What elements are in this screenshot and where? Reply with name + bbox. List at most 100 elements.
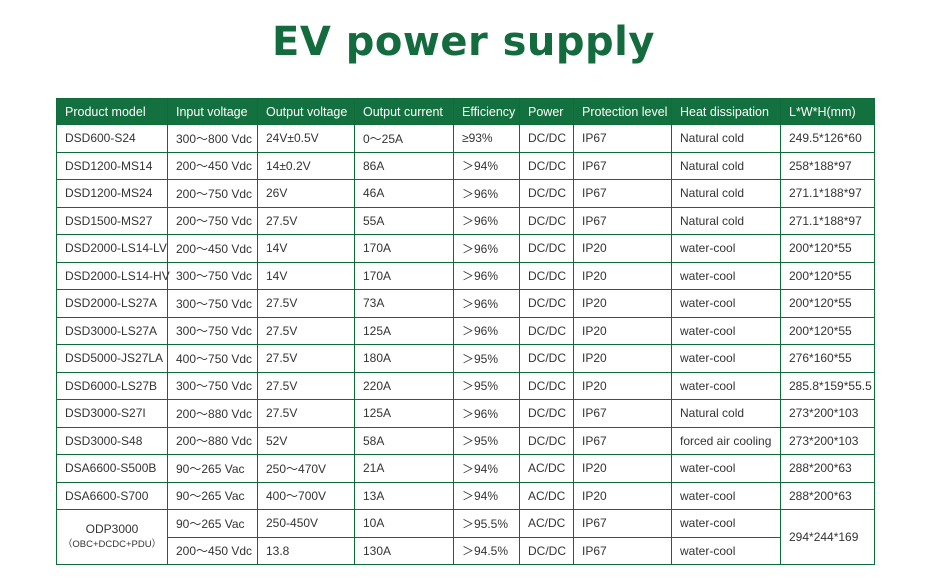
cell-heat-dissipation: Natural cold [671, 124, 781, 153]
cell-model: DSD1200-MS14 [56, 151, 168, 180]
cell-power: DC/DC [519, 536, 574, 565]
cell-output-current: 46A [354, 179, 454, 208]
cell-model: DSD2000-LS14-LV [56, 234, 168, 263]
cell-heat-dissipation: water-cool [671, 234, 781, 263]
cell-heat-dissipation: water-cool [671, 344, 781, 373]
cell-dimensions: 288*200*63 [780, 454, 875, 483]
cell-efficiency: ＞96% [453, 316, 520, 345]
cell-efficiency: ＞96% [453, 399, 520, 428]
cell-input-voltage: 200～880 Vdc [167, 426, 258, 455]
cell-power: DC/DC [519, 399, 574, 428]
cell-power: AC/DC [519, 454, 574, 483]
cell-protection-level: IP20 [573, 481, 672, 510]
cell-efficiency: ＞96% [453, 206, 520, 235]
cell-dimensions: 249.5*126*60 [780, 124, 875, 153]
table-row: DSD3000-S48 200～880 Vdc 52V 58A ＞95% DC/… [56, 426, 875, 455]
cell-protection-level: IP20 [573, 261, 672, 290]
table-row: DSD600-S24 300～800 Vdc 24V±0.5V 0～25A ≥9… [56, 124, 875, 153]
merged-model-subtitle: （OBC+DCDC+PDU） [62, 539, 162, 550]
cell-input-voltage: 90～265 Vac [167, 454, 258, 483]
cell-power: DC/DC [519, 124, 574, 153]
cell-efficiency: ＞94% [453, 151, 520, 180]
cell-output-voltage: 27.5V [257, 399, 355, 428]
cell-model: DSA6600-S500B [56, 454, 168, 483]
cell-efficiency: ＞94% [453, 454, 520, 483]
cell-model: DSD2000-LS27A [56, 289, 168, 318]
cell-output-current: 58A [354, 426, 454, 455]
cell-protection-level: IP20 [573, 344, 672, 373]
cell-power: DC/DC [519, 426, 574, 455]
cell-output-voltage: 27.5V [257, 371, 355, 400]
cell-input-voltage: 300～750 Vdc [167, 261, 258, 290]
table-row: DSD3000-LS27A 300～750 Vdc 27.5V 125A ＞96… [56, 316, 875, 345]
cell-output-voltage: 250-450V [257, 509, 355, 538]
cell-model: DSD1200-MS24 [56, 179, 168, 208]
cell-protection-level: IP67 [573, 179, 672, 208]
cell-dimensions: 273*200*103 [780, 399, 875, 428]
cell-power: DC/DC [519, 316, 574, 345]
cell-model: DSA6600-S700 [56, 481, 168, 510]
cell-input-voltage: 300～750 Vdc [167, 316, 258, 345]
header-output-current: Output current [354, 98, 454, 125]
table-row: DSD1200-MS14 200～450 Vdc 14±0.2V 86A ＞94… [56, 151, 875, 180]
cell-efficiency: ＞95% [453, 344, 520, 373]
cell-output-current: 73A [354, 289, 454, 318]
cell-efficiency: ＞95% [453, 371, 520, 400]
cell-heat-dissipation: water-cool [671, 289, 781, 318]
cell-input-voltage: 300～750 Vdc [167, 289, 258, 318]
cell-output-voltage: 27.5V [257, 344, 355, 373]
cell-power: AC/DC [519, 481, 574, 510]
cell-heat-dissipation: Natural cold [671, 151, 781, 180]
cell-heat-dissipation: Natural cold [671, 179, 781, 208]
cell-output-voltage: 14V [257, 234, 355, 263]
cell-model: DSD3000-LS27A [56, 316, 168, 345]
table-row: DSD2000-LS27A 300～750 Vdc 27.5V 73A ＞96%… [56, 289, 875, 318]
cell-dimensions: 200*120*55 [780, 261, 875, 290]
table-row: DSD2000-LS14-HV 300～750 Vdc 14V 170A ＞96… [56, 261, 875, 290]
header-output-voltage: Output voltage [257, 98, 355, 125]
cell-heat-dissipation: water-cool [671, 371, 781, 400]
cell-heat-dissipation: Natural cold [671, 206, 781, 235]
cell-efficiency: ＞96% [453, 289, 520, 318]
header-power: Power [519, 98, 574, 125]
cell-model: DSD600-S24 [56, 124, 168, 153]
page-title: EV power supply [272, 19, 655, 65]
header-dimensions: L*W*H(mm) [780, 98, 875, 125]
cell-output-voltage: 27.5V [257, 206, 355, 235]
cell-output-current: 180A [354, 344, 454, 373]
cell-dimensions: 271.1*188*97 [780, 179, 875, 208]
cell-power: DC/DC [519, 261, 574, 290]
cell-input-voltage: 90～265 Vac [167, 481, 258, 510]
cell-model: DSD6000-LS27B [56, 371, 168, 400]
table-row: DSD2000-LS14-LV 200～450 Vdc 14V 170A ＞96… [56, 234, 875, 263]
table-header-row: Product model Input voltage Output volta… [56, 98, 875, 125]
cell-output-voltage: 13.8 [257, 536, 355, 565]
cell-power: AC/DC [519, 509, 574, 538]
cell-protection-level: IP67 [573, 426, 672, 455]
cell-dimensions: 273*200*103 [780, 426, 875, 455]
cell-protection-level: IP20 [573, 234, 672, 263]
cell-output-voltage: 24V±0.5V [257, 124, 355, 153]
cell-output-current: 220A [354, 371, 454, 400]
cell-output-current: 10A [354, 509, 454, 538]
cell-efficiency: ＞96% [453, 179, 520, 208]
cell-heat-dissipation: forced air cooling [671, 426, 781, 455]
cell-model-merged: ODP3000 （OBC+DCDC+PDU） [56, 509, 168, 565]
table-row: DSD6000-LS27B 300～750 Vdc 27.5V 220A ＞95… [56, 371, 875, 400]
cell-input-voltage: 200～450 Vdc [167, 536, 258, 565]
cell-protection-level: IP20 [573, 454, 672, 483]
cell-output-current: 170A [354, 234, 454, 263]
header-efficiency: Efficiency [453, 98, 520, 125]
cell-input-voltage: 200～450 Vdc [167, 151, 258, 180]
cell-output-current: 0～25A [354, 124, 454, 153]
cell-efficiency: ＞96% [453, 261, 520, 290]
cell-protection-level: IP67 [573, 536, 672, 565]
cell-heat-dissipation: water-cool [671, 316, 781, 345]
cell-protection-level: IP67 [573, 124, 672, 153]
cell-dimensions: 200*120*55 [780, 234, 875, 263]
cell-output-voltage: 27.5V [257, 316, 355, 345]
cell-power: DC/DC [519, 234, 574, 263]
cell-dimensions-merged: 294*244*169 [780, 509, 875, 565]
cell-dimensions: 276*160*55 [780, 344, 875, 373]
cell-power: DC/DC [519, 179, 574, 208]
